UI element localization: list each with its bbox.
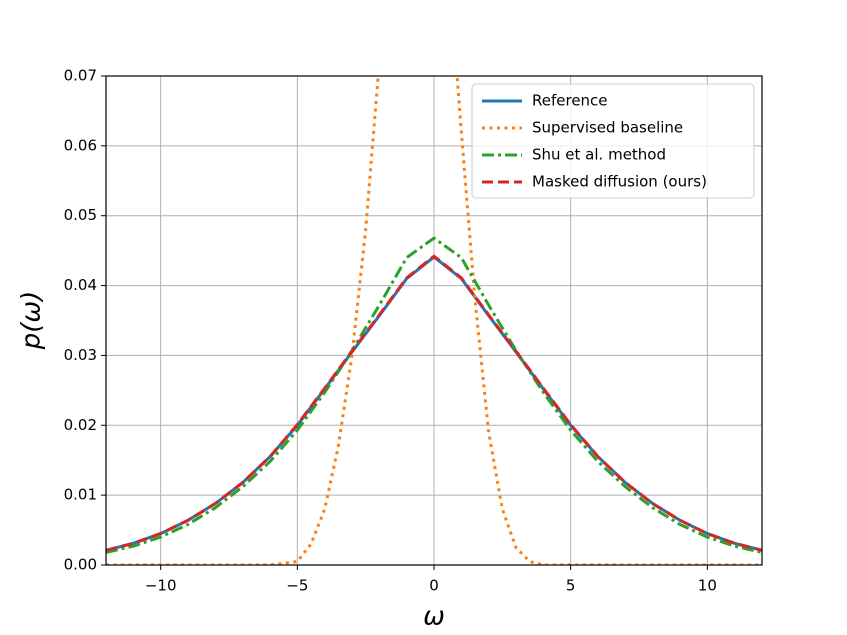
legend-label: Masked diffusion (ours) <box>532 173 707 191</box>
y-tick-label: 0.03 <box>64 346 97 364</box>
x-tick-label: −5 <box>286 577 308 595</box>
ticks: 0.00 0.01 0.02 0.03 0.04 0.05 0.06 0.07 −10 −5 0 5 1… <box>64 67 717 595</box>
legend-label: Shu et al. method <box>532 146 666 164</box>
legend-box <box>471 83 755 199</box>
y-tick-label: 0.02 <box>64 416 97 434</box>
y-tick-label: 0.06 <box>64 136 97 154</box>
x-tick-label: −10 <box>145 577 177 595</box>
y-tick-label: 0.05 <box>64 206 97 224</box>
plot-area <box>106 76 762 565</box>
x-tick-label: 10 <box>698 577 717 595</box>
series-line <box>106 254 762 552</box>
y-tick-label: 0.00 <box>64 556 97 574</box>
legend-label: Supervised baseline <box>532 119 683 137</box>
legend-label: Reference <box>532 92 608 110</box>
x-tick-label: 5 <box>566 577 576 595</box>
y-tick-label: 0.01 <box>64 486 97 504</box>
series-line <box>106 76 762 565</box>
legend: Reference Supervised baseline Shu et al. m… <box>471 83 755 199</box>
y-axis-label: p(ω) <box>17 291 47 351</box>
y-tick-label: 0.04 <box>64 276 97 294</box>
y-tick-label: 0.07 <box>64 67 97 85</box>
x-tick-label: 0 <box>429 577 439 595</box>
x-axis-label: ω <box>423 602 445 632</box>
series-line <box>106 236 762 554</box>
